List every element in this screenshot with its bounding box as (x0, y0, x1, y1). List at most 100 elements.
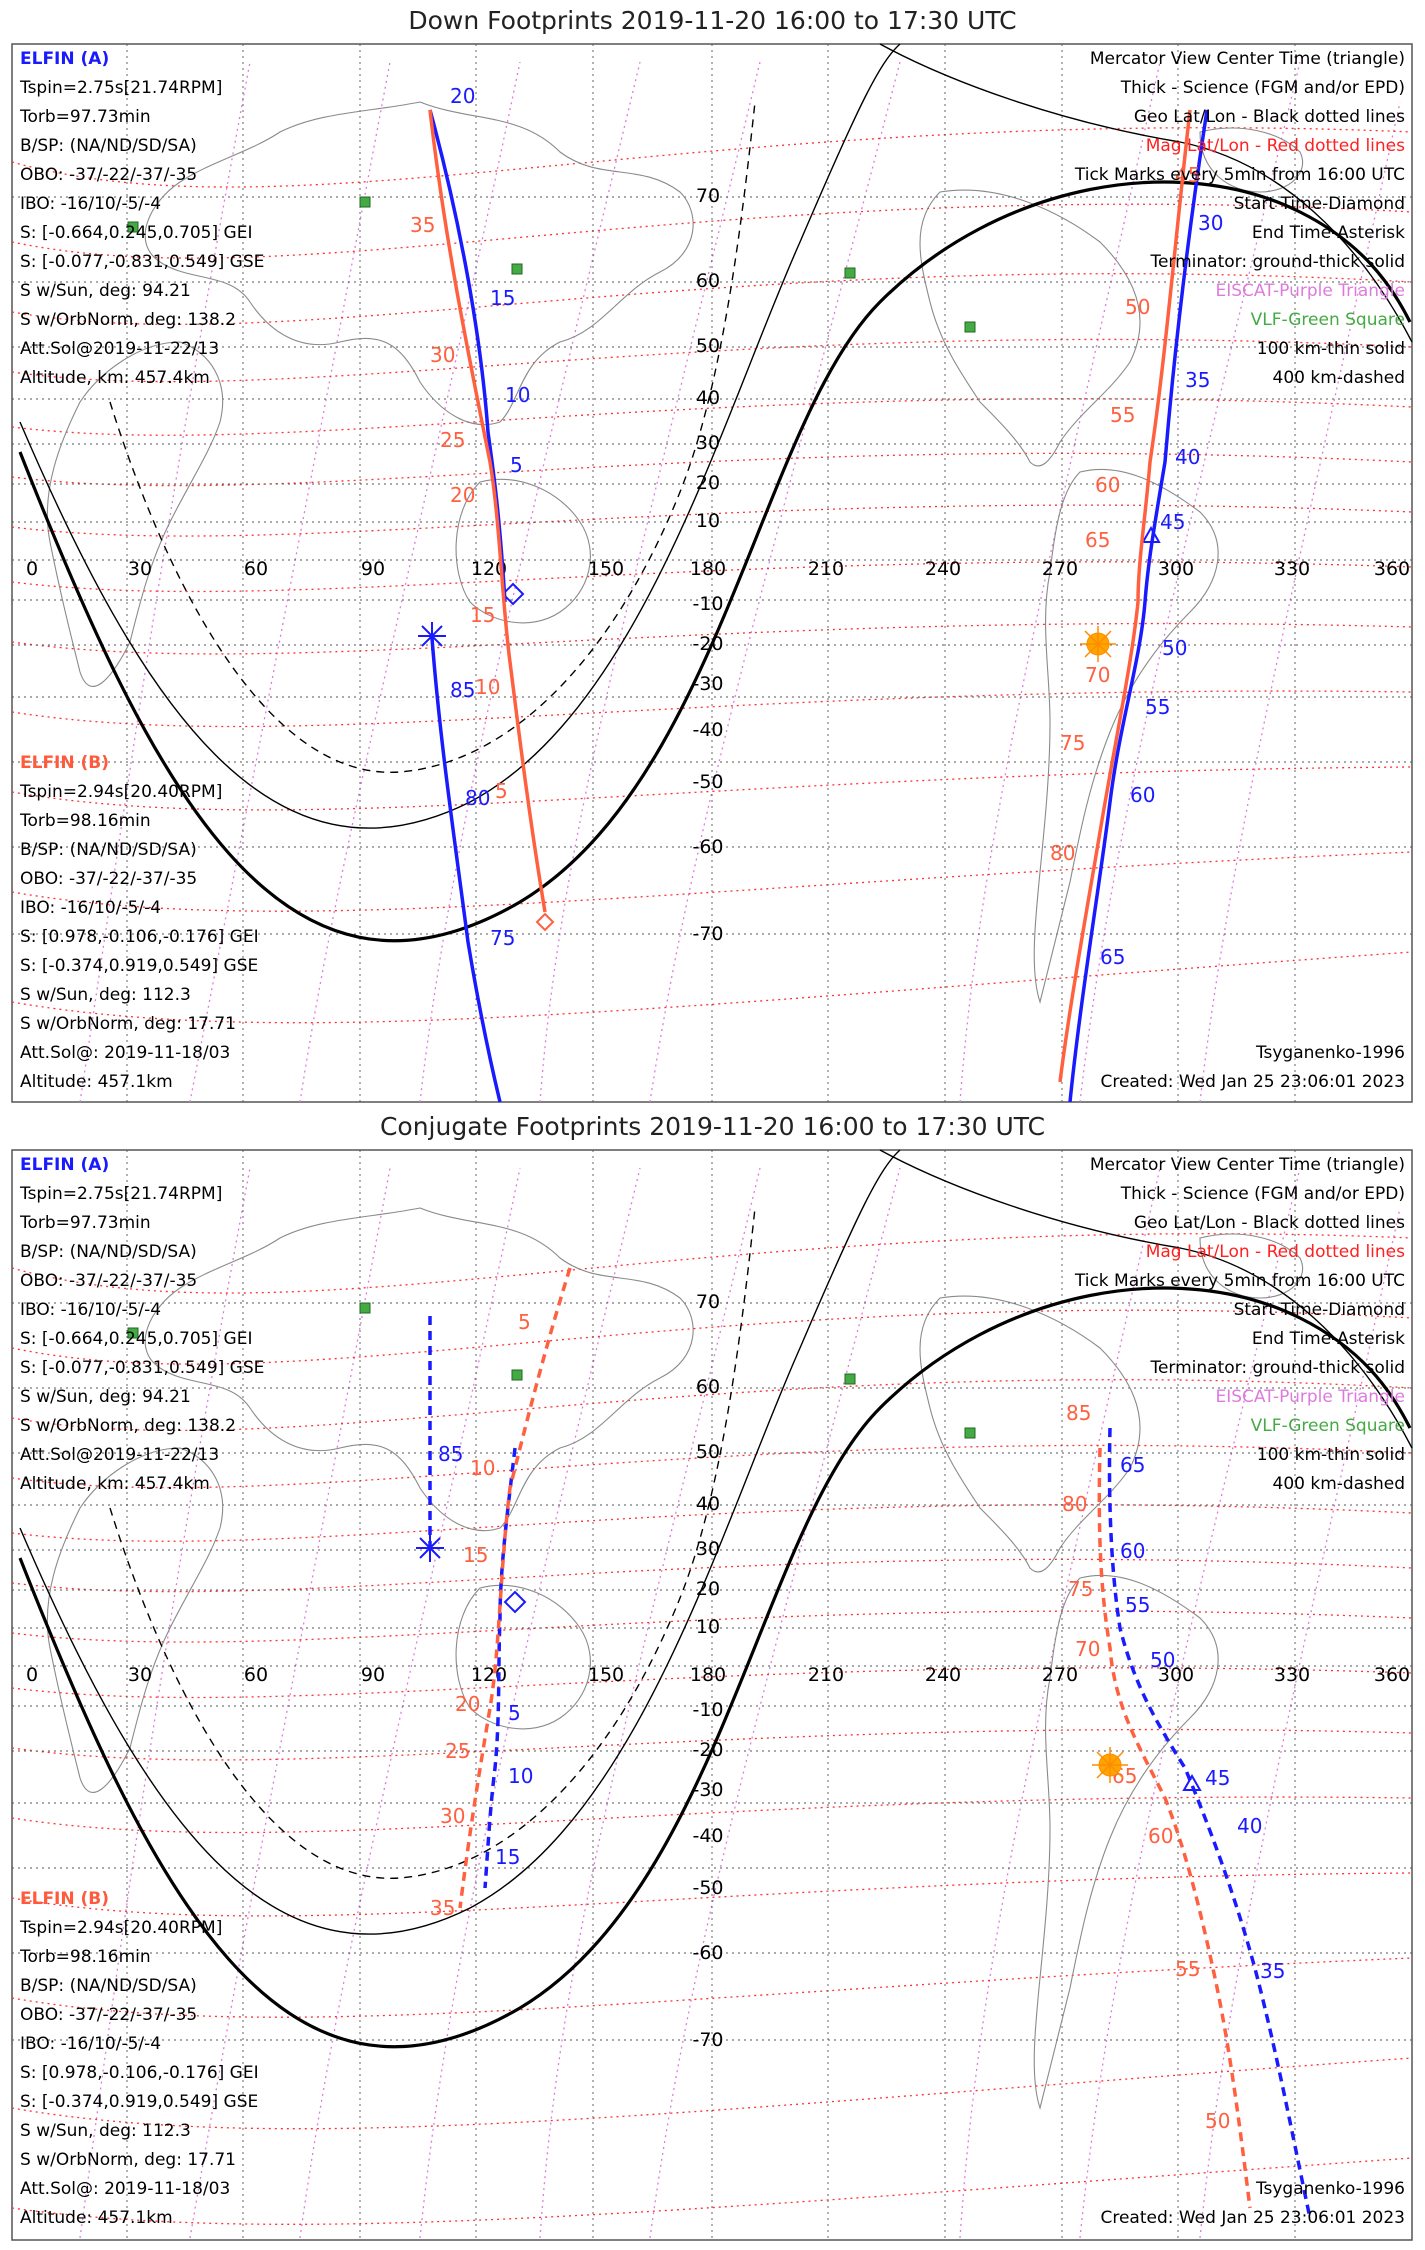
svg-text:Tspin=2.94s[20.40RPM]: Tspin=2.94s[20.40RPM] (19, 1918, 222, 1938)
svg-text:S w/Sun, deg: 94.21: S w/Sun, deg: 94.21 (20, 281, 191, 301)
svg-text:Tick Marks every 5min from 16:: Tick Marks every 5min from 16:00 UTC (1074, 1271, 1405, 1291)
svg-text:IBO: -16/10/-5/-4: IBO: -16/10/-5/-4 (20, 898, 161, 918)
svg-text:100 km-thin solid: 100 km-thin solid (1257, 339, 1405, 359)
elfin-a-track: 20 15 10 5 85 80 75 30 35 40 45 50 55 60… (418, 84, 1223, 1103)
svg-text:Terminator: ground-thick solid: Terminator: ground-thick solid (1149, 252, 1405, 272)
svg-text:40: 40 (1237, 1814, 1262, 1838)
svg-text:Mercator View Center Time (tri: Mercator View Center Time (triangle) (1090, 1155, 1405, 1175)
svg-text:B/SP: (NA/ND/SD/SA): B/SP: (NA/ND/SD/SA) (20, 1976, 197, 1996)
svg-text:80: 80 (1062, 1492, 1087, 1516)
svg-text:35: 35 (430, 1896, 455, 1920)
svg-text:10: 10 (696, 510, 720, 532)
svg-text:Created: Wed Jan 25 23:06:01 2: Created: Wed Jan 25 23:06:01 2023 (1100, 2208, 1405, 2228)
center-time-triangle-icon (1182, 1773, 1202, 1791)
svg-text:150: 150 (588, 558, 624, 580)
svg-text:Torb=97.73min: Torb=97.73min (19, 1213, 151, 1233)
svg-text:25: 25 (445, 1739, 470, 1763)
svg-text:-30: -30 (692, 673, 723, 695)
elfin-a-info: ELFIN (A) Tspin=2.75s[21.74RPM] Torb=97.… (19, 1155, 264, 1494)
svg-text:35: 35 (1260, 1959, 1285, 1983)
svg-text:5: 5 (508, 1701, 521, 1725)
svg-text:45: 45 (1205, 1766, 1230, 1790)
svg-text:240: 240 (925, 558, 961, 580)
svg-text:300: 300 (1158, 558, 1194, 580)
magnetic-latitude-lines (11, 1233, 1413, 2225)
elfin-a-info: ELFIN (A) Tspin=2.75s[21.74RPM] Torb=97.… (19, 49, 264, 388)
end-asterisk-icon (416, 1534, 444, 1562)
svg-text:60: 60 (1130, 783, 1155, 807)
svg-text:50: 50 (1125, 295, 1150, 319)
svg-text:-60: -60 (692, 1942, 723, 1964)
svg-text:300: 300 (1158, 1664, 1194, 1686)
map-legend: Mercator View Center Time (triangle) Thi… (1074, 1155, 1405, 1494)
svg-text:20: 20 (450, 84, 475, 108)
svg-text:20: 20 (455, 1692, 480, 1716)
svg-text:60: 60 (244, 558, 268, 580)
longitude-axis-labels: 0 30 60 90 120 150 180 210 240 270 300 3… (26, 558, 1410, 580)
svg-text:Thick - Science (FGM and/or EP: Thick - Science (FGM and/or EPD) (1120, 78, 1405, 98)
svg-text:330: 330 (1274, 1664, 1310, 1686)
svg-text:S: [0.978,-0.106,-0.176] GEI: S: [0.978,-0.106,-0.176] GEI (20, 927, 259, 947)
svg-text:85: 85 (438, 1442, 463, 1466)
svg-text:S: [-0.374,0.919,0.549] GSE: S: [-0.374,0.919,0.549] GSE (20, 956, 258, 976)
svg-text:S w/OrbNorm, deg: 138.2: S w/OrbNorm, deg: 138.2 (20, 1416, 236, 1436)
svg-text:EISCAT-Purple Triangle: EISCAT-Purple Triangle (1215, 1387, 1405, 1407)
svg-text:-10: -10 (692, 593, 723, 615)
svg-text:5: 5 (510, 453, 523, 477)
svg-text:400 km-dashed: 400 km-dashed (1273, 368, 1405, 388)
svg-text:ELFIN (B): ELFIN (B) (20, 1889, 109, 1909)
svg-text:VLF-Green Square: VLF-Green Square (1251, 310, 1405, 330)
svg-text:-20: -20 (692, 633, 723, 655)
svg-text:End Time-Asterisk: End Time-Asterisk (1252, 223, 1405, 243)
svg-text:S: [-0.374,0.919,0.549] GSE: S: [-0.374,0.919,0.549] GSE (20, 2092, 258, 2112)
svg-text:End Time-Asterisk: End Time-Asterisk (1252, 1329, 1405, 1349)
svg-text:Terminator: ground-thick solid: Terminator: ground-thick solid (1149, 1358, 1405, 1378)
svg-text:70: 70 (1075, 1637, 1100, 1661)
vlf-stations (127, 196, 976, 333)
svg-text:ELFIN (A): ELFIN (A) (20, 1155, 109, 1175)
longitude-axis-labels: 0 30 60 90 120 150 180 210 240 270 300 3… (26, 1664, 1410, 1686)
svg-text:30: 30 (1198, 211, 1223, 235)
svg-text:240: 240 (925, 1664, 961, 1686)
svg-text:80: 80 (1050, 841, 1075, 865)
svg-text:20: 20 (450, 483, 475, 507)
svg-text:60: 60 (696, 270, 720, 292)
svg-text:270: 270 (1042, 1664, 1078, 1686)
svg-text:Geo Lat/Lon - Black dotted lin: Geo Lat/Lon - Black dotted lines (1134, 107, 1405, 127)
map-footer: Tsyganenko-1996 Created: Wed Jan 25 23:0… (1100, 1043, 1405, 1092)
svg-text:50: 50 (696, 335, 720, 357)
svg-text:360: 360 (1374, 558, 1410, 580)
svg-text:90: 90 (361, 558, 385, 580)
svg-text:270: 270 (1042, 558, 1078, 580)
svg-text:180: 180 (690, 1664, 726, 1686)
svg-text:VLF-Green Square: VLF-Green Square (1251, 1416, 1405, 1436)
svg-text:55: 55 (1110, 403, 1135, 427)
svg-text:30: 30 (430, 343, 455, 367)
svg-text:S w/Sun, deg: 94.21: S w/Sun, deg: 94.21 (20, 1387, 191, 1407)
svg-text:30: 30 (128, 558, 152, 580)
svg-text:210: 210 (808, 558, 844, 580)
svg-text:S w/Sun, deg: 112.3: S w/Sun, deg: 112.3 (20, 2121, 191, 2141)
svg-text:Start Time-Diamond: Start Time-Diamond (1234, 194, 1405, 214)
svg-text:Thick - Science (FGM and/or EP: Thick - Science (FGM and/or EPD) (1120, 1184, 1405, 1204)
svg-text:0: 0 (26, 558, 38, 580)
svg-text:45: 45 (1175, 163, 1200, 187)
svg-text:Created: Wed Jan 25 23:06:01 2: Created: Wed Jan 25 23:06:01 2023 (1100, 1072, 1405, 1092)
svg-text:15: 15 (490, 286, 515, 310)
svg-text:-70: -70 (692, 923, 723, 945)
svg-text:35: 35 (1185, 368, 1210, 392)
svg-text:Tspin=2.94s[20.40RPM]: Tspin=2.94s[20.40RPM] (19, 782, 222, 802)
svg-text:Tspin=2.75s[21.74RPM]: Tspin=2.75s[21.74RPM] (19, 78, 222, 98)
svg-text:40: 40 (696, 387, 720, 409)
sun-icon (1092, 1747, 1128, 1783)
svg-text:60: 60 (696, 1376, 720, 1398)
sun-icon (1080, 626, 1116, 662)
svg-text:40: 40 (696, 1493, 720, 1515)
svg-text:5: 5 (495, 779, 508, 803)
coastlines (46, 1207, 1303, 2110)
map-legend: Mercator View Center Time (triangle) Thi… (1074, 49, 1405, 388)
elfin-a-track: 5 10 15 85 65 60 55 50 45 40 35 (416, 1316, 1312, 2219)
svg-text:OBO: -37/-22/-37/-35: OBO: -37/-22/-37/-35 (20, 165, 197, 185)
svg-text:45: 45 (1160, 510, 1185, 534)
svg-text:IBO: -16/10/-5/-4: IBO: -16/10/-5/-4 (20, 2034, 161, 2054)
